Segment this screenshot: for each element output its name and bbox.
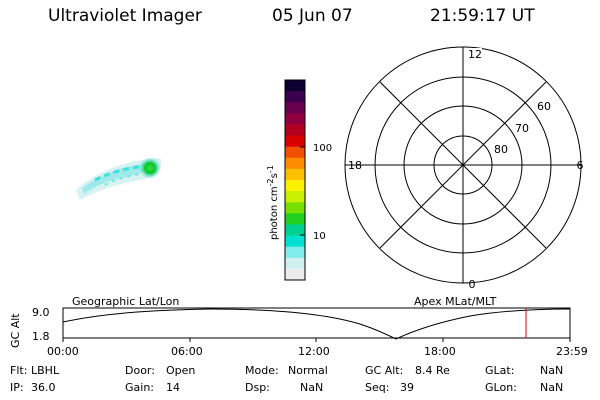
observation-time: 21:59:17 UT: [430, 6, 535, 26]
colorbar-band: [285, 113, 305, 125]
lat-label-80: 80: [494, 143, 508, 156]
ip-value: 36.0: [31, 381, 56, 394]
auroral-oval-emission: [76, 157, 162, 200]
colorbar-band: [285, 124, 305, 137]
flt-value: LBHL: [31, 364, 60, 377]
timeline-right-title: Apex MLat/MLT: [414, 295, 497, 308]
mode-value: Normal: [288, 364, 328, 377]
colorbar-band: [285, 268, 305, 281]
dsp-value: NaN: [300, 381, 324, 394]
dsp-label: Dsp:: [245, 381, 270, 394]
colorbar-band: [285, 180, 305, 192]
flt-label: Flt:: [10, 364, 28, 377]
colorbar-band: [285, 91, 305, 103]
colorbar-band: [285, 191, 305, 203]
colorbar-band: [285, 80, 305, 92]
colorbar-band: [285, 146, 305, 159]
colorbar-band: [285, 157, 305, 170]
colorbar-band: [285, 224, 305, 237]
colorbar-label-10: 10: [313, 231, 326, 242]
glat-label: GLat:: [485, 364, 515, 377]
mode-label: Mode:: [245, 364, 279, 377]
colorbar-band: [285, 102, 305, 114]
colorbar-label-100: 100: [313, 143, 332, 154]
glat-value: NaN: [540, 364, 564, 377]
gcalt-label: GC Alt:: [365, 364, 404, 377]
door-label: Door:: [125, 364, 155, 377]
xtick-1800: 18:00: [424, 345, 456, 358]
orbit-altitude-curve: [62, 308, 571, 340]
glon-value: NaN: [540, 381, 564, 394]
xtick-0600: 06:00: [171, 345, 203, 358]
gain-value: 14: [166, 381, 180, 394]
mlt-label-0: 0: [469, 278, 476, 291]
seq-label: Seq:: [365, 381, 390, 394]
colorbar-band: [285, 202, 305, 214]
ip-label: IP:: [10, 381, 24, 394]
colorbar-band: [285, 135, 305, 148]
observation-date: 05 Jun 07: [272, 6, 353, 26]
gcalt-value: 8.4 Re: [415, 364, 450, 377]
polar-diagonal-2: [379, 81, 547, 249]
colorbar-band: [285, 246, 305, 259]
xtick-2359: 23:59: [556, 345, 588, 358]
timeline-left-title: Geographic Lat/Lon: [72, 295, 180, 308]
mlt-label-12: 12: [468, 48, 482, 61]
seq-value: 39: [400, 381, 414, 394]
lat-label-70: 70: [515, 122, 529, 135]
lat-label-60: 60: [537, 100, 551, 113]
colorbar-scale: [285, 80, 305, 281]
mlt-label-6: 6: [577, 159, 584, 172]
door-value: Open: [166, 364, 196, 377]
glon-label: GLon:: [485, 381, 517, 394]
xtick-1200: 12:00: [298, 345, 330, 358]
colorbar-unit-label: photon cm-2s-1: [266, 165, 280, 240]
colorbar-band: [285, 235, 305, 248]
xtick-0000: 00:00: [47, 345, 79, 358]
colorbar-band: [285, 213, 305, 225]
colorbar-band: [285, 257, 305, 270]
instrument-title: Ultraviolet Imager: [48, 6, 202, 26]
colorbar-band: [285, 168, 305, 181]
gain-label: Gain:: [125, 381, 154, 394]
timeline-ytick-top: 9.0: [32, 306, 50, 319]
timeline-ytick-bottom: 1.8: [32, 330, 50, 343]
mlt-label-18: 18: [348, 159, 362, 172]
